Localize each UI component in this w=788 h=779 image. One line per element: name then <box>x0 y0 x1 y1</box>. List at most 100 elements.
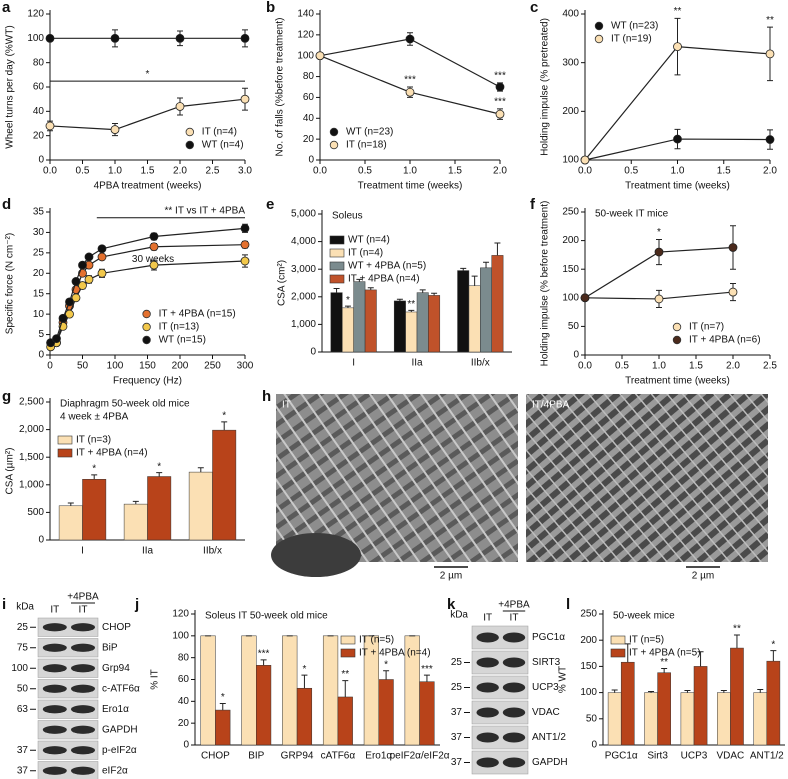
x-tick-label: CHOP <box>201 751 230 762</box>
legend-label: WT + 4PBA (n=5) <box>348 261 426 272</box>
error-bar <box>624 643 631 663</box>
blot-band <box>71 623 95 632</box>
protein-label: UCP3 <box>532 682 559 693</box>
y-tick-label: 60 <box>303 92 315 103</box>
y-axis-label: CSA (cm²) <box>277 260 288 306</box>
blot-band <box>71 643 95 652</box>
series-line <box>50 227 246 344</box>
bar <box>457 270 470 353</box>
significance: ** <box>660 657 668 668</box>
x-tick-label: 1.5 <box>448 166 462 177</box>
x-tick-label: I <box>352 358 355 369</box>
data-point <box>654 247 664 257</box>
blot-band <box>71 705 95 714</box>
significance: *** <box>404 75 416 86</box>
bar <box>147 476 172 541</box>
panel-letter: c <box>530 0 538 16</box>
legend-swatch <box>329 235 345 245</box>
error-bar <box>396 298 403 301</box>
y-tick-label: 50 <box>568 321 580 332</box>
bar <box>644 692 658 746</box>
y-tick-label: 250 <box>562 207 579 218</box>
data-point <box>175 33 185 43</box>
blot-strip <box>37 679 99 699</box>
error-bar <box>91 474 98 480</box>
lane-label: IT <box>50 605 59 616</box>
data-point <box>405 34 415 44</box>
y-tick-label: 3,000 <box>291 264 316 275</box>
data-point <box>97 252 107 262</box>
significance: *** <box>421 664 433 675</box>
blot-band <box>71 664 95 673</box>
x-tick-label: ANT1/2 <box>750 751 784 762</box>
x-tick-label: 2.0 <box>726 361 740 372</box>
legend-label: IT + 4PBA (n=4) <box>359 648 431 659</box>
legend-label: IT + 4PBA (n=4) <box>76 448 148 459</box>
x-tick-label: BIP <box>248 751 264 762</box>
y-tick-label: 20 <box>303 134 315 145</box>
x-tick-label: PGC1α <box>605 751 638 762</box>
y-axis-label: CSA (µm²) <box>5 448 16 495</box>
x-tick-label: 0.5 <box>624 166 638 177</box>
error-bar <box>757 688 764 693</box>
significance: * <box>384 659 388 670</box>
data-point <box>495 109 505 119</box>
bar <box>364 289 377 353</box>
blot-band <box>502 632 526 643</box>
y-tick-label: 120 <box>27 9 44 20</box>
bar <box>215 709 231 746</box>
error-bar <box>494 242 501 256</box>
x-tick-label: 0.5 <box>615 361 629 372</box>
error-bar <box>260 659 267 666</box>
legend-label: IT + 4PBA (n=4) <box>348 274 420 285</box>
legend-label: IT (n=7) <box>689 322 724 333</box>
kda-label: 50 <box>17 683 29 694</box>
legend-label: IT (n=5) <box>629 635 664 646</box>
blot-band <box>42 664 67 673</box>
x-tick-label: 0.5 <box>76 166 90 177</box>
significance: * <box>657 227 661 238</box>
y-axis-label: % IT <box>150 669 161 690</box>
legend-swatch <box>142 309 151 319</box>
error-bar <box>356 278 363 282</box>
chart-subtitle: 4 week ± 4PBA <box>60 412 129 423</box>
y-tick-label: 25 <box>33 247 45 258</box>
kda-label: 25 <box>451 682 463 693</box>
x-tick-label: I <box>81 546 84 557</box>
data-point <box>45 33 55 43</box>
significance: ** <box>674 6 682 17</box>
bar <box>82 479 107 541</box>
y-tick-label: 40 <box>178 696 190 707</box>
y-tick-label: 40 <box>303 113 315 124</box>
error-bar <box>733 634 740 649</box>
protein-label: VDAC <box>532 707 560 718</box>
significance: ** <box>766 15 774 26</box>
blot-band <box>502 707 526 718</box>
blot-band <box>71 766 95 775</box>
y-axis-label: % WT <box>558 666 569 693</box>
series-line <box>50 260 246 348</box>
image-label: IT <box>282 400 291 411</box>
data-point <box>149 232 159 241</box>
x-tick-label: 1.0 <box>108 166 122 177</box>
y-tick-label: 10 <box>33 309 45 320</box>
bar <box>378 679 394 746</box>
protein-label: GAPDH <box>102 724 138 735</box>
significance: * <box>222 411 226 422</box>
y-tick-label: 2,500 <box>19 397 44 408</box>
bar <box>419 681 435 746</box>
error-bar <box>483 261 490 268</box>
blot-strip <box>471 725 529 750</box>
x-tick-label: Sirt3 <box>647 751 668 762</box>
data-point <box>654 294 664 304</box>
error-bar <box>423 674 430 682</box>
y-tick-label: 0 <box>38 350 44 361</box>
legend-swatch <box>57 435 73 445</box>
y-tick-label: 20 <box>33 268 45 279</box>
bar <box>58 505 83 541</box>
chart-title: Soleus <box>332 211 363 222</box>
x-axis-label: 4PBA treatment (weeks) <box>94 181 202 192</box>
panel-letter: g <box>2 388 11 405</box>
error-bar <box>383 670 390 680</box>
legend-swatch <box>329 127 339 137</box>
